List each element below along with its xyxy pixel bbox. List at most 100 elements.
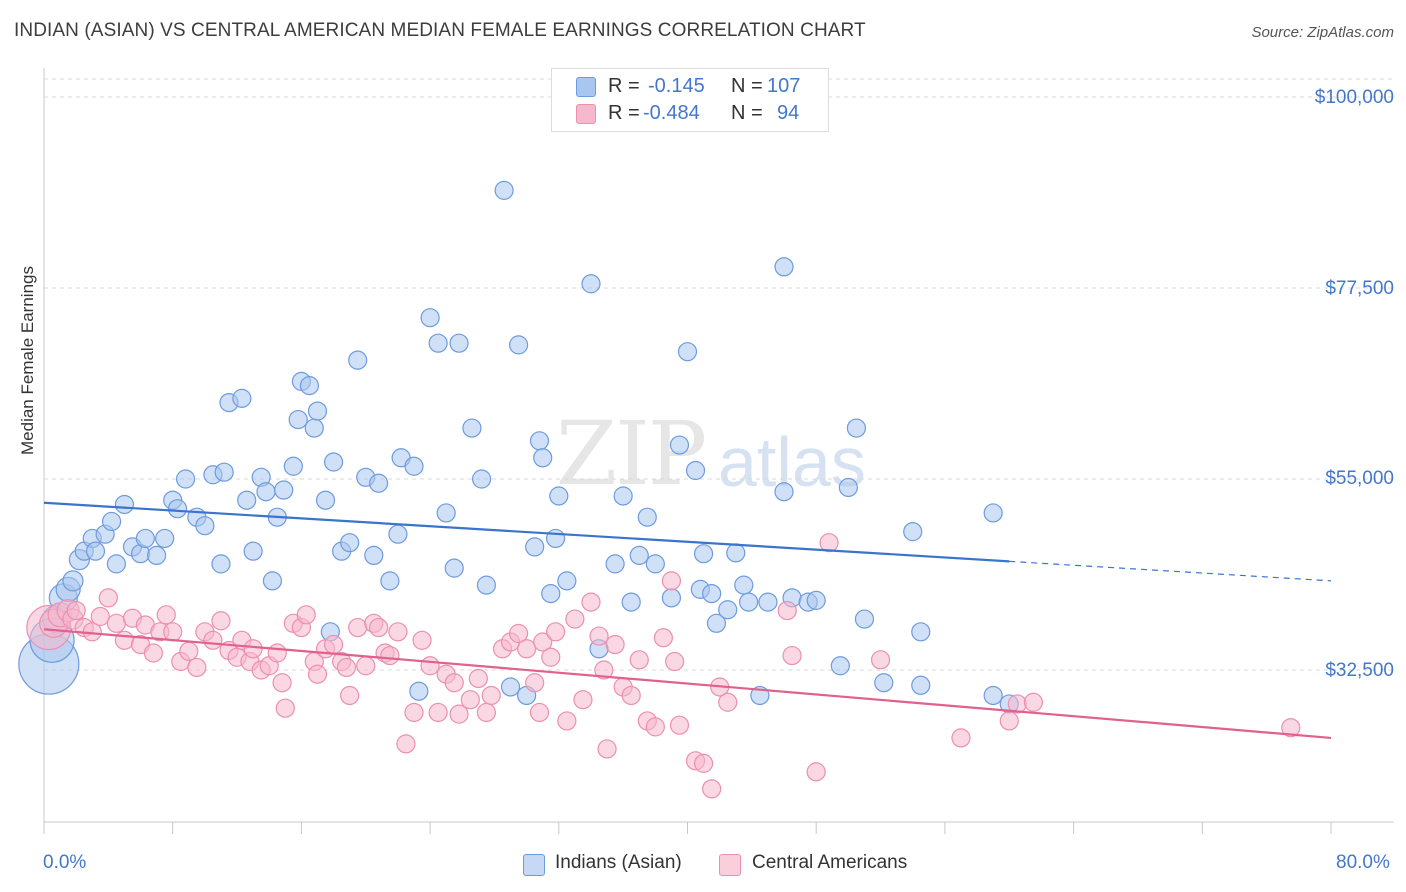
indian-point [323, 452, 344, 472]
y-tick-label: $32,500 [1325, 660, 1394, 681]
central-american-point [163, 622, 183, 642]
indian-point [175, 469, 196, 489]
indian-point [557, 571, 577, 591]
y-axis-title: Median Female Earnings [18, 266, 37, 455]
indian-point [541, 583, 561, 604]
indian-point [508, 335, 529, 355]
central-american-point [597, 739, 617, 759]
indian-point [106, 554, 126, 574]
indian-point [669, 435, 690, 455]
central-american-point [545, 622, 566, 642]
x-tick-label: 0.0% [43, 852, 87, 873]
central-american-point [412, 630, 432, 650]
indian-point [340, 533, 360, 553]
central-american-point [156, 605, 176, 625]
indian-point [404, 456, 424, 476]
central-american-point [307, 664, 328, 684]
central-american-point [999, 711, 1019, 731]
central-american-point [533, 632, 553, 652]
central-american-point [296, 605, 316, 625]
central-american-point [187, 657, 207, 678]
central-american-point [669, 715, 690, 735]
central-american-point [476, 702, 497, 723]
indian-point [428, 333, 448, 353]
indian-point [549, 486, 569, 506]
central-american-point [396, 734, 416, 754]
indian-point [364, 545, 384, 566]
central-american-point [629, 650, 649, 670]
indian-point [135, 528, 155, 549]
trend-line [43, 628, 1332, 740]
indian-point [629, 545, 649, 566]
indian-point [621, 592, 641, 612]
indian-point [283, 456, 303, 476]
legend-n-value: 107 [767, 75, 801, 97]
central-american-point [203, 630, 223, 650]
indian-point [195, 516, 215, 536]
indian-point [315, 490, 336, 510]
central-american-point [98, 588, 118, 608]
indian-point [243, 541, 263, 561]
indian-point [581, 274, 601, 294]
central-american-point [179, 641, 199, 661]
bottom-legend-central-americans: Central Americans [752, 852, 908, 873]
central-american-point [90, 606, 110, 627]
indian-point [685, 460, 706, 481]
indian-point [774, 257, 794, 277]
trend-line [43, 501, 1010, 563]
central-american-point [420, 656, 440, 676]
indian-point [299, 376, 320, 396]
indian-point [693, 544, 714, 564]
central-american-point [380, 645, 400, 666]
indian-point [874, 673, 894, 693]
indian-point [706, 613, 727, 633]
bottom-legend-swatch-blue [523, 854, 545, 876]
central-american-point [594, 660, 614, 680]
bottom-legend-indians: Indians (Asian) [555, 852, 682, 873]
indian-point [85, 541, 106, 561]
indian-point [529, 431, 550, 451]
indian-point [911, 675, 931, 695]
indian-point [471, 469, 492, 489]
indian-point [500, 677, 521, 697]
central-american-point [541, 647, 561, 667]
legend-r-label: R = [608, 75, 640, 97]
indian-point [758, 592, 778, 612]
central-american-point [517, 639, 537, 659]
central-american-point [782, 645, 802, 666]
indian-point [726, 543, 746, 563]
legend-n-label: N = [731, 75, 763, 97]
central-american-point [557, 711, 577, 731]
indian-point [718, 600, 738, 620]
central-american-point [444, 673, 464, 693]
indian-point [147, 545, 167, 566]
indian-point [661, 588, 682, 608]
central-american-point [653, 628, 673, 648]
indian-point [854, 609, 875, 629]
indian-point [307, 401, 328, 421]
central-american-point [336, 657, 357, 678]
indian-point [613, 486, 633, 506]
central-american-point [66, 600, 86, 621]
indian-point [304, 418, 324, 438]
central-american-point [468, 668, 488, 689]
central-american-point [525, 673, 545, 693]
indian-point [637, 507, 657, 527]
central-american-point [143, 643, 163, 663]
central-american-point [404, 702, 424, 723]
central-american-point [581, 592, 601, 612]
indian-point [739, 592, 759, 612]
indian-point [232, 388, 252, 408]
central-american-point [508, 623, 529, 644]
central-american-point [573, 690, 593, 710]
central-american-point [323, 634, 344, 655]
central-american-point [661, 571, 682, 591]
indian-point [525, 537, 545, 557]
indian-point [167, 499, 188, 519]
indian-point [645, 554, 665, 574]
legend-swatch-blue [576, 77, 596, 97]
indian-point [274, 480, 294, 500]
central-american-point [340, 685, 360, 706]
central-american-point [529, 702, 550, 723]
